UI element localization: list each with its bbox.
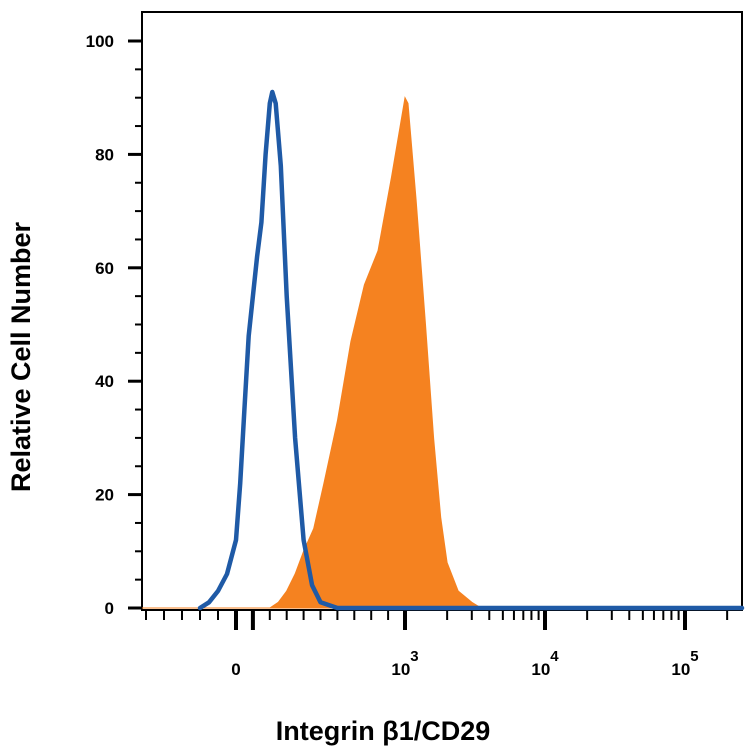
x-axis-ticks: [145, 610, 729, 630]
x-tick-label: 105: [671, 648, 698, 679]
y-tick-labels: 0 20 40 60 80 100: [86, 32, 114, 618]
y-axis-title: Relative Cell Number: [6, 221, 36, 492]
y-tick-label: 100: [86, 32, 114, 51]
x-tick-label: 0: [231, 660, 240, 679]
x-tick-label: 104: [531, 648, 559, 679]
series-filled-histogram: [142, 96, 742, 609]
y-axis-ticks: [128, 39, 142, 610]
series-layer: [142, 89, 745, 611]
y-tick-label: 80: [95, 145, 114, 164]
x-tick-label: 103: [391, 648, 418, 679]
y-tick-label: 20: [95, 486, 114, 505]
y-tick-label: 40: [95, 372, 114, 391]
y-tick-label: 0: [105, 599, 114, 618]
y-tick-label: 60: [95, 259, 114, 278]
plot-frame: [141, 11, 743, 611]
x-tick-labels: 0 103 104 105: [231, 648, 698, 679]
series-outline-histogram: [197, 89, 745, 611]
x-axis-title: Integrin β1/CD29: [276, 716, 491, 746]
